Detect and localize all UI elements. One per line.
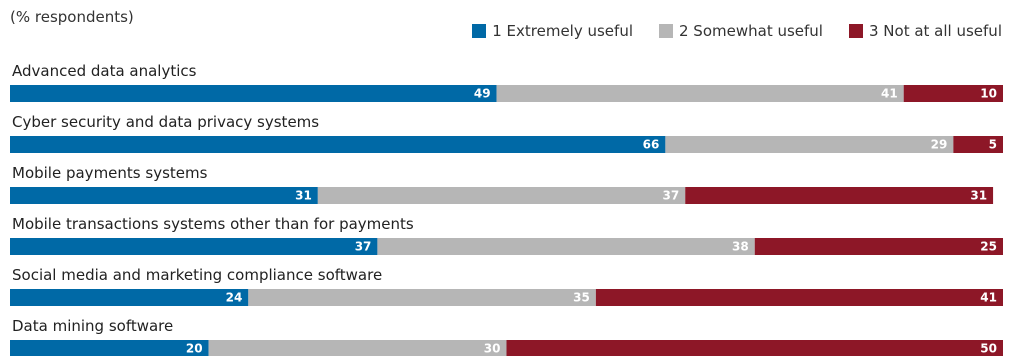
data-label-3-not-at-all-useful-social-media-and-marketing-compliance-software: 41 <box>980 291 997 305</box>
legend-label-somewhat-useful: 2 Somewhat useful <box>679 22 823 40</box>
data-label-3-not-at-all-useful-cyber-security-and-data-privacy-systems: 5 <box>989 138 997 152</box>
category-label-mobile-payments-systems: Mobile payments systems <box>12 164 208 182</box>
bar-1-extremely-useful-mobile-transactions-systems-other-than-for-payments <box>10 238 378 255</box>
bar-3-not-at-all-useful-cyber-security-and-data-privacy-systems <box>953 136 1003 153</box>
data-label-1-extremely-useful-mobile-payments-systems: 31 <box>295 189 312 203</box>
legend-label-extremely-useful: 1 Extremely useful <box>492 22 633 40</box>
legend-item-not-at-all-useful: 3 Not at all useful <box>848 22 1002 40</box>
data-label-1-extremely-useful-social-media-and-marketing-compliance-software: 24 <box>226 291 243 305</box>
category-label-cyber-security-and-data-privacy-systems: Cyber security and data privacy systems <box>12 113 319 131</box>
legend-item-extremely-useful: 1 Extremely useful <box>472 22 633 40</box>
bar-1-extremely-useful-mobile-payments-systems <box>10 187 318 204</box>
category-label-social-media-and-marketing-compliance-software: Social media and marketing compliance so… <box>12 266 382 284</box>
bar-1-extremely-useful-cyber-security-and-data-privacy-systems <box>10 136 666 153</box>
bar-1-extremely-useful-advanced-data-analytics <box>10 85 497 102</box>
legend-swatch-not-at-all-useful <box>848 24 863 38</box>
data-label-2-somewhat-useful-advanced-data-analytics: 41 <box>881 87 898 101</box>
category-label-data-mining-software: Data mining software <box>12 317 173 335</box>
bar-3-not-at-all-useful-data-mining-software <box>506 340 1003 356</box>
legend: 1 Extremely useful 2 Somewhat useful 3 N… <box>472 22 1002 40</box>
data-label-1-extremely-useful-data-mining-software: 20 <box>186 342 203 356</box>
data-label-2-somewhat-useful-cyber-security-and-data-privacy-systems: 29 <box>931 138 948 152</box>
bar-2-somewhat-useful-data-mining-software <box>208 340 507 356</box>
data-label-1-extremely-useful-cyber-security-and-data-privacy-systems: 66 <box>643 138 660 152</box>
category-label-advanced-data-analytics: Advanced data analytics <box>12 62 197 80</box>
data-label-3-not-at-all-useful-advanced-data-analytics: 10 <box>980 87 997 101</box>
data-label-2-somewhat-useful-mobile-payments-systems: 37 <box>663 189 680 203</box>
legend-label-not-at-all-useful: 3 Not at all useful <box>868 22 1002 40</box>
bar-2-somewhat-useful-advanced-data-analytics <box>496 85 904 102</box>
data-label-2-somewhat-useful-social-media-and-marketing-compliance-software: 35 <box>573 291 590 305</box>
legend-item-somewhat-useful: 2 Somewhat useful <box>659 22 823 40</box>
legend-swatch-somewhat-useful <box>659 24 673 38</box>
bar-3-not-at-all-useful-mobile-transactions-systems-other-than-for-payments <box>754 238 1003 255</box>
bar-2-somewhat-useful-social-media-and-marketing-compliance-software <box>248 289 596 306</box>
data-label-3-not-at-all-useful-data-mining-software: 50 <box>980 342 997 356</box>
data-label-1-extremely-useful-mobile-transactions-systems-other-than-for-payments: 37 <box>355 240 372 254</box>
bar-3-not-at-all-useful-advanced-data-analytics <box>903 85 1003 102</box>
bar-2-somewhat-useful-mobile-payments-systems <box>317 187 686 204</box>
data-label-2-somewhat-useful-data-mining-software: 30 <box>484 342 501 356</box>
bar-3-not-at-all-useful-social-media-and-marketing-compliance-software <box>595 289 1003 306</box>
bar-2-somewhat-useful-cyber-security-and-data-privacy-systems <box>665 136 954 153</box>
category-label-mobile-transactions-systems-other-than-for-payments: Mobile transactions systems other than f… <box>12 215 414 233</box>
bar-2-somewhat-useful-mobile-transactions-systems-other-than-for-payments <box>377 238 755 255</box>
data-label-3-not-at-all-useful-mobile-payments-systems: 31 <box>970 189 987 203</box>
chart-subtitle: (% respondents) <box>10 8 134 26</box>
bar-1-extremely-useful-social-media-and-marketing-compliance-software <box>10 289 249 306</box>
bar-1-extremely-useful-data-mining-software <box>10 340 209 356</box>
data-label-3-not-at-all-useful-mobile-transactions-systems-other-than-for-payments: 25 <box>980 240 997 254</box>
legend-swatch-extremely-useful <box>472 24 487 38</box>
data-label-1-extremely-useful-advanced-data-analytics: 49 <box>474 87 491 101</box>
bar-3-not-at-all-useful-mobile-payments-systems <box>685 187 994 204</box>
data-label-2-somewhat-useful-mobile-transactions-systems-other-than-for-payments: 38 <box>732 240 749 254</box>
